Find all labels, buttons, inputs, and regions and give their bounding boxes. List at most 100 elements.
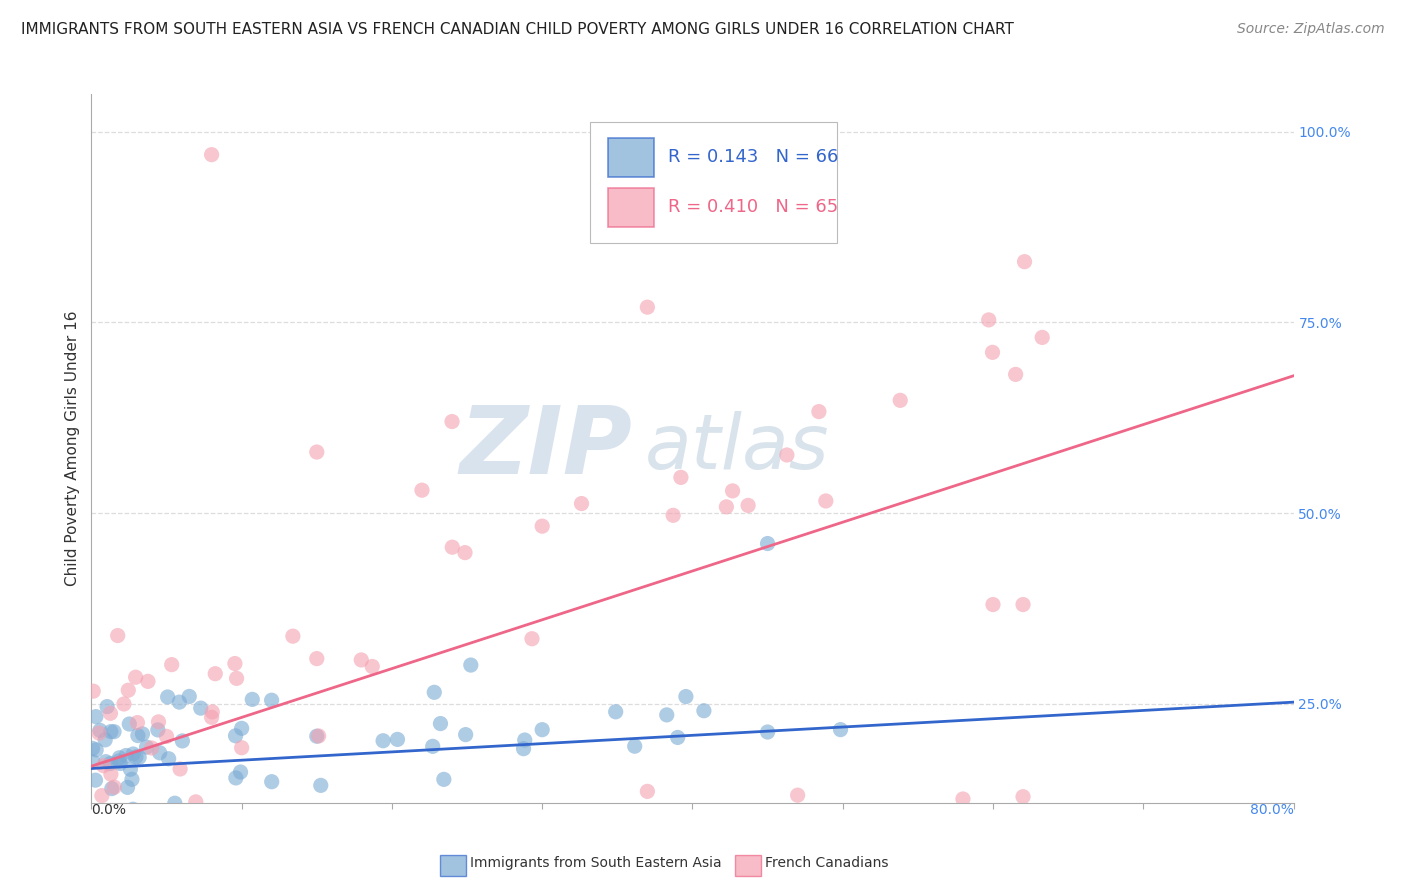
Point: [1004, 368, 1026, 382]
Point: [786, 788, 808, 802]
Point: [112, 697, 135, 711]
Point: [693, 704, 716, 718]
Text: R = 0.410   N = 65: R = 0.410 N = 65: [668, 198, 838, 216]
Point: [146, 723, 169, 737]
Point: [84, 743, 107, 757]
Point: [952, 792, 974, 806]
Point: [117, 683, 139, 698]
Point: [107, 628, 129, 642]
Point: [87, 726, 110, 740]
Point: [84, 811, 107, 825]
FancyBboxPatch shape: [591, 122, 837, 243]
Point: [512, 741, 534, 756]
Point: [520, 632, 543, 646]
Point: [127, 729, 149, 743]
Text: 80.0%: 80.0%: [1250, 803, 1294, 817]
Point: [305, 445, 328, 459]
Point: [830, 723, 852, 737]
Point: [184, 795, 207, 809]
Point: [422, 739, 444, 754]
Point: [807, 404, 830, 418]
Point: [115, 748, 138, 763]
Point: [411, 483, 433, 498]
Point: [108, 751, 131, 765]
Point: [1012, 598, 1035, 612]
Point: [305, 729, 328, 743]
Point: [669, 470, 692, 484]
Point: [157, 752, 180, 766]
Point: [776, 448, 799, 462]
Point: [201, 147, 224, 161]
Point: [107, 754, 129, 768]
Point: [371, 733, 394, 747]
Text: 0.0%: 0.0%: [91, 803, 127, 817]
Point: [156, 690, 179, 704]
Point: [281, 629, 304, 643]
Point: [98, 756, 121, 771]
Y-axis label: Child Poverty Among Girls Under 16: Child Poverty Among Girls Under 16: [65, 310, 80, 586]
Point: [305, 651, 328, 665]
Text: Immigrants from South Eastern Asia: Immigrants from South Eastern Asia: [470, 856, 721, 870]
Point: [531, 519, 554, 533]
Text: French Canadians: French Canadians: [765, 856, 889, 870]
Point: [100, 706, 122, 721]
Point: [229, 765, 252, 780]
Point: [101, 781, 124, 796]
Point: [122, 747, 145, 761]
Point: [163, 796, 186, 810]
Point: [127, 715, 149, 730]
Point: [636, 784, 658, 798]
Point: [93, 811, 115, 825]
Point: [737, 499, 759, 513]
Point: [977, 313, 1000, 327]
Point: [120, 762, 142, 776]
Point: [361, 659, 384, 673]
Point: [260, 693, 283, 707]
Point: [1012, 789, 1035, 804]
Point: [93, 758, 115, 772]
Text: ZIP: ZIP: [460, 402, 633, 494]
Point: [721, 483, 744, 498]
Point: [82, 741, 104, 756]
Point: [433, 772, 456, 787]
Point: [225, 771, 247, 785]
Point: [454, 546, 477, 560]
Point: [84, 773, 107, 788]
Point: [107, 811, 129, 825]
Point: [814, 494, 837, 508]
Point: [118, 717, 141, 731]
Point: [94, 732, 117, 747]
Point: [231, 722, 253, 736]
Point: [108, 811, 131, 825]
Point: [117, 780, 139, 795]
Point: [623, 739, 645, 754]
Point: [666, 731, 689, 745]
FancyBboxPatch shape: [734, 855, 761, 876]
Point: [89, 723, 111, 738]
Point: [190, 701, 212, 715]
Point: [169, 762, 191, 776]
Point: [100, 767, 122, 781]
Point: [571, 497, 593, 511]
Point: [440, 415, 463, 429]
Point: [201, 705, 224, 719]
Point: [260, 774, 283, 789]
Point: [155, 730, 177, 744]
FancyBboxPatch shape: [609, 187, 654, 227]
Text: R = 0.143   N = 66: R = 0.143 N = 66: [668, 148, 839, 167]
Point: [387, 732, 409, 747]
Point: [429, 716, 451, 731]
Point: [94, 755, 117, 769]
Point: [172, 734, 194, 748]
Text: atlas: atlas: [644, 411, 830, 485]
Point: [240, 692, 263, 706]
Text: Source: ZipAtlas.com: Source: ZipAtlas.com: [1237, 22, 1385, 37]
Point: [655, 707, 678, 722]
Point: [981, 598, 1004, 612]
Point: [531, 723, 554, 737]
Point: [889, 393, 911, 408]
Point: [981, 345, 1004, 359]
Point: [136, 674, 159, 689]
Point: [675, 690, 697, 704]
Point: [128, 750, 150, 764]
